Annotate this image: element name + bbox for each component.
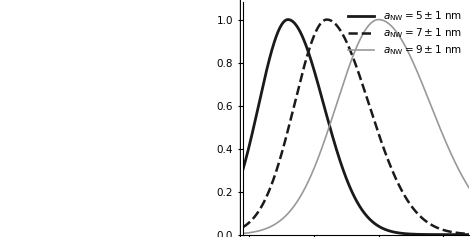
Text: (a): (a) — [14, 14, 34, 27]
Legend: $a_{\mathrm{NW}} = 5 \pm 1\ \mathrm{nm}$, $a_{\mathrm{NW}} = 7 \pm 1\ \mathrm{nm: $a_{\mathrm{NW}} = 5 \pm 1\ \mathrm{nm}$… — [346, 8, 464, 59]
Text: 1 $\mu$m: 1 $\mu$m — [161, 8, 189, 21]
